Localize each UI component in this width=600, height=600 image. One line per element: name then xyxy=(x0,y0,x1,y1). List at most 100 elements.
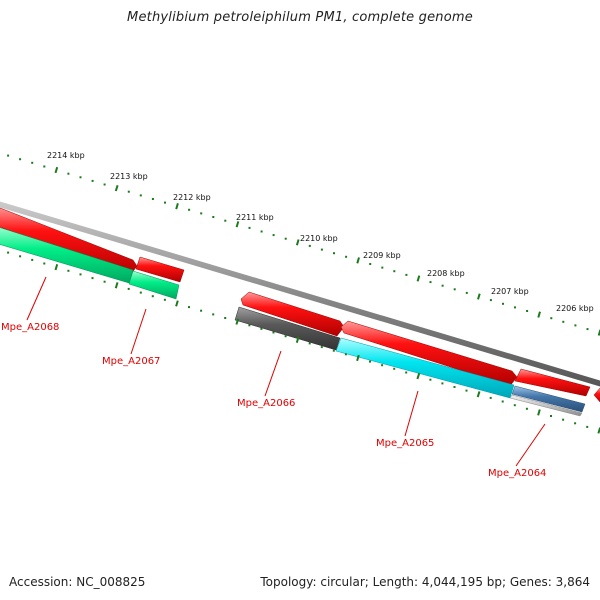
scale-tick xyxy=(54,166,59,174)
scale-dot xyxy=(284,335,287,338)
scale-dot xyxy=(574,422,577,425)
scale-tick xyxy=(235,221,240,228)
scale-dot xyxy=(393,367,396,370)
scale-dot xyxy=(308,244,311,247)
scale-tick xyxy=(295,239,300,246)
scale-tick xyxy=(356,354,360,362)
cds-feature xyxy=(240,291,345,337)
scale-tick xyxy=(114,282,119,289)
scale-dot xyxy=(212,216,215,218)
leader-line xyxy=(26,276,47,321)
scale-dot xyxy=(514,306,516,309)
scale-tick xyxy=(295,336,300,343)
scale-label: 2212 kbp xyxy=(173,193,211,202)
scale-dot xyxy=(67,172,70,175)
scale-dot xyxy=(562,418,565,421)
scale-dot xyxy=(7,154,10,157)
scale-tick xyxy=(356,257,360,264)
gene-label-mpe-a2068: Mpe_A2068 xyxy=(1,322,59,333)
scale-dot xyxy=(344,353,347,356)
scale-dot xyxy=(574,324,577,327)
scale-tick xyxy=(235,318,240,325)
cds-feature xyxy=(593,387,600,403)
scale-dot xyxy=(91,179,94,182)
scale-dot xyxy=(465,389,468,392)
scale-dot xyxy=(139,291,142,294)
inner-scale-ticks xyxy=(54,264,600,434)
leader-line xyxy=(404,390,419,437)
scale-dot xyxy=(127,287,130,290)
scale-dot xyxy=(369,263,372,265)
scale-dot xyxy=(200,309,203,312)
scale-dot xyxy=(586,328,589,331)
scale-dot xyxy=(248,226,251,229)
scale-dot xyxy=(381,266,384,269)
gene-label-mpe-a2065: Mpe_A2065 xyxy=(376,438,434,449)
scale-dot xyxy=(43,165,46,168)
scale-dot xyxy=(103,183,106,186)
scale-label: 2214 kbp xyxy=(47,151,85,160)
scale-label: 2213 kbp xyxy=(110,172,148,181)
gene-labels: Mpe_A2068 Mpe_A2067 Mpe_A2066 Mpe_A2065 … xyxy=(1,322,546,479)
scale-dot xyxy=(489,299,492,302)
scale-dot xyxy=(333,252,335,255)
scale-dot xyxy=(429,378,432,381)
scale-dot xyxy=(381,364,384,367)
scale-dot xyxy=(212,313,215,316)
scale-tick xyxy=(477,293,481,300)
gene-label-lines xyxy=(26,276,546,467)
scale-dot xyxy=(320,248,323,251)
scale-dot xyxy=(43,262,46,265)
scale-dot xyxy=(562,320,565,323)
gene-label-mpe-a2067: Mpe_A2067 xyxy=(102,356,160,367)
scale-tick xyxy=(537,409,541,416)
leader-line xyxy=(130,308,147,355)
scale-dot xyxy=(31,161,34,164)
scale-dot xyxy=(405,371,408,374)
scale-dot xyxy=(429,281,432,284)
scale-dot xyxy=(79,176,82,179)
scale-tick xyxy=(175,300,179,307)
scale-dot xyxy=(441,382,444,385)
scale-dot xyxy=(103,280,106,283)
scale-dot xyxy=(200,212,203,215)
scale-dot xyxy=(260,327,263,330)
scale-dot xyxy=(513,404,516,407)
scale-dot xyxy=(224,219,227,222)
scale-dot xyxy=(393,270,396,273)
gene-label-mpe-a2064: Mpe_A2064 xyxy=(488,468,546,479)
scale-dot xyxy=(91,277,94,280)
scale-dot xyxy=(345,255,348,258)
scale-dot xyxy=(224,317,227,319)
scale-dot xyxy=(19,158,22,161)
scale-tick xyxy=(175,203,179,210)
scale-tick xyxy=(416,275,421,282)
outer-scale-dots xyxy=(7,154,589,331)
scale-label: 2208 kbp xyxy=(427,269,465,278)
scale-dot xyxy=(332,349,335,352)
scale-dot xyxy=(272,331,275,334)
scale-dot xyxy=(550,317,553,320)
scale-dot xyxy=(151,295,154,298)
scale-dot xyxy=(369,360,371,363)
scale-dot xyxy=(453,386,456,388)
scale-dot xyxy=(489,396,492,399)
scale-label: 2207 kbp xyxy=(491,287,529,296)
scale-dot xyxy=(188,306,190,309)
scale-tick xyxy=(114,184,119,192)
gene-feature-mpe-a2066 xyxy=(234,306,341,351)
scale-dot xyxy=(151,198,154,200)
gene-label-mpe-a2066: Mpe_A2066 xyxy=(237,398,295,409)
genome-backbone xyxy=(0,201,600,387)
scale-dot xyxy=(441,284,444,287)
leader-line xyxy=(515,423,546,467)
scale-dot xyxy=(164,201,166,204)
scale-dot xyxy=(260,230,263,233)
gene-feature-mpe-a2068 xyxy=(0,227,134,284)
scale-dot xyxy=(19,255,22,258)
accession-text: Accession: NC_008825 xyxy=(9,575,146,589)
scale-dot xyxy=(465,291,468,294)
scale-dot xyxy=(248,324,251,327)
topology-text: Topology: circular; Length: 4,044,195 bp… xyxy=(260,575,590,589)
scale-labels: 2214 kbp 2213 kbp 2212 kbp 2211 kbp 2210… xyxy=(47,151,594,313)
